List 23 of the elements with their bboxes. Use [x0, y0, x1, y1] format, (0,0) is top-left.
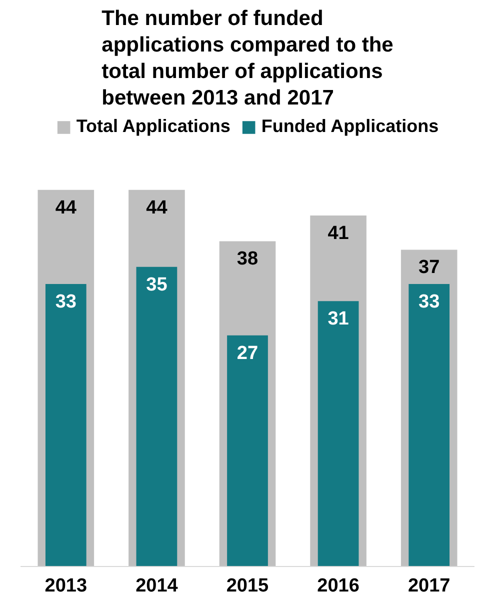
x-tick-label: 2014	[136, 576, 178, 594]
data-label: 33	[418, 291, 440, 312]
x-tick-label: 2013	[44, 576, 88, 594]
x-tick-label: 2017	[408, 576, 450, 594]
x-tick-label: 2015	[226, 576, 270, 594]
data-label: 35	[146, 274, 168, 296]
data-label: 44	[55, 197, 77, 218]
data-label: 38	[236, 248, 258, 270]
data-label: 31	[328, 308, 350, 330]
bar	[227, 335, 268, 566]
data-label: 44	[146, 197, 168, 218]
data-label: 27	[236, 342, 258, 364]
bar	[318, 301, 359, 566]
legend-label: Funded Applications	[261, 116, 439, 137]
bar	[136, 266, 178, 566]
bar	[45, 284, 86, 566]
data-label: 33	[55, 291, 76, 312]
x-tick-label: 2016	[317, 576, 360, 594]
data-label: 41	[328, 222, 350, 244]
legend-label: Total Applications	[76, 116, 230, 137]
data-label: 37	[418, 257, 440, 278]
bar	[408, 284, 450, 566]
chart-title: The number of funded applications compared to the total number of applications between 2013 and 2017	[102, 7, 394, 110]
